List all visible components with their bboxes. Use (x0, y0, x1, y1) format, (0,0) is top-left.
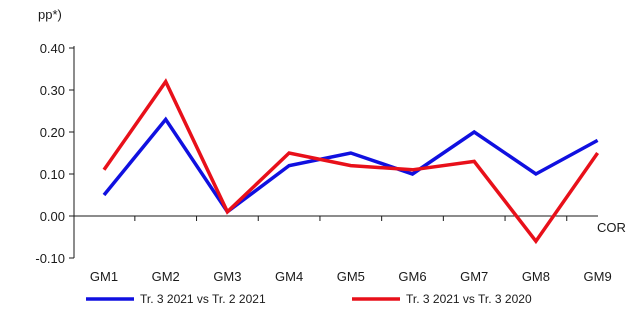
y-unit-label: pp*) (38, 7, 62, 22)
y-axis-ticks: 0.40 0.30 0.20 0.10 0.00 -0.10 (35, 41, 74, 266)
category-label: GM5 (337, 269, 365, 284)
y-tick-label: -0.10 (35, 251, 65, 266)
category-label: GM4 (275, 269, 303, 284)
series-line-2 (104, 82, 598, 242)
category-label: GM2 (152, 269, 180, 284)
legend-label-2: Tr. 3 2021 vs Tr. 3 2020 (406, 292, 532, 306)
x-axis-tickmarks (135, 216, 567, 221)
y-tick-label: 0.10 (40, 167, 65, 182)
y-tick-label: 0.30 (40, 83, 65, 98)
category-label: GM9 (584, 269, 612, 284)
y-tick-label: 0.00 (40, 209, 65, 224)
category-label: GM1 (90, 269, 118, 284)
y-tick-label: 0.20 (40, 125, 65, 140)
category-label: GM8 (522, 269, 550, 284)
category-label: GM7 (460, 269, 488, 284)
series-lines (104, 82, 598, 242)
category-label: GM6 (398, 269, 426, 284)
y-tick-label: 0.40 (40, 41, 65, 56)
category-labels: GM1 GM2 GM3 GM4 GM5 GM6 GM7 GM8 GM9 (90, 269, 612, 284)
legend: Tr. 3 2021 vs Tr. 2 2021 Tr. 3 2021 vs Tr… (86, 292, 532, 306)
category-label: GM3 (213, 269, 241, 284)
legend-label-1: Tr. 3 2021 vs Tr. 2 2021 (140, 292, 266, 306)
x-axis-end-label: COR (597, 220, 626, 235)
